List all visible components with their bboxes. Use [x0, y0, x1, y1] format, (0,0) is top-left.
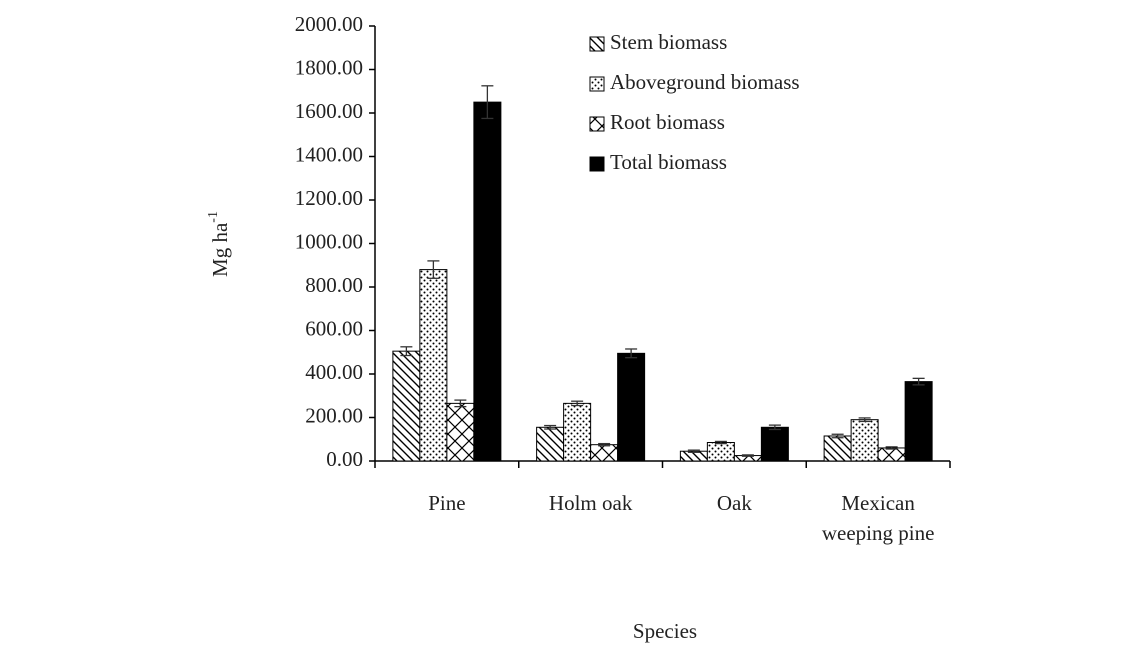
- bar: [850, 419, 879, 462]
- error-bar: [400, 346, 413, 357]
- bar: [446, 402, 475, 462]
- x-tick-label: Mexican weeping pine: [821, 491, 935, 545]
- bar: [877, 447, 906, 462]
- bar: [760, 426, 789, 462]
- error-bar: [481, 85, 494, 120]
- y-tick-label: 200.00: [305, 403, 363, 427]
- y-tick-label: 1800.00: [295, 55, 363, 79]
- error-bar: [714, 440, 727, 445]
- y-tick-label: 800.00: [305, 273, 363, 297]
- y-tick-label: 1000.00: [295, 229, 363, 253]
- x-tick-label: Oak: [716, 491, 752, 515]
- y-axis-title-main: Mg ha: [208, 222, 232, 277]
- y-tick-label: 600.00: [305, 316, 363, 340]
- x-tick-label: Holm oak: [548, 491, 633, 515]
- legend-label: Stem biomass: [610, 30, 727, 54]
- y-tick-label: 2000.00: [295, 12, 363, 36]
- bar: [419, 269, 448, 462]
- error-bar: [625, 348, 638, 359]
- error-bar: [571, 400, 584, 407]
- error-bar: [741, 454, 754, 457]
- legend-swatch: [589, 76, 605, 92]
- x-axis-title: Species: [633, 619, 697, 643]
- y-tick-label: 0.00: [326, 447, 363, 471]
- y-axis-title: Mg ha-1: [206, 211, 232, 277]
- y-tick-label: 400.00: [305, 360, 363, 384]
- error-bar: [427, 260, 440, 279]
- bar: [473, 101, 502, 462]
- error-bar: [912, 377, 925, 386]
- error-bar: [454, 399, 467, 408]
- legend-swatch: [589, 36, 605, 52]
- legend-swatch: [589, 116, 605, 132]
- error-bar: [831, 433, 844, 439]
- y-tick-label: 1200.00: [295, 186, 363, 210]
- bar: [590, 444, 619, 462]
- legend-swatch: [589, 156, 605, 172]
- bar: [823, 435, 852, 462]
- bar: [563, 402, 592, 462]
- x-tick-label: Pine: [428, 491, 466, 515]
- legend-label: Aboveground biomass: [610, 70, 800, 94]
- error-bar: [885, 446, 898, 450]
- legend-label: Root biomass: [610, 110, 725, 134]
- error-bar: [544, 424, 557, 430]
- bar: [904, 381, 933, 462]
- bar: [392, 350, 421, 462]
- error-bar: [768, 424, 781, 431]
- error-bar: [858, 417, 871, 423]
- legend-label: Total biomass: [610, 150, 727, 174]
- y-tick-label: 1600.00: [295, 99, 363, 123]
- bar: [706, 442, 735, 462]
- bar: [536, 426, 565, 462]
- bar: [617, 352, 646, 462]
- y-axis-title-sup: -1: [206, 211, 221, 223]
- y-tick-label: 1400.00: [295, 142, 363, 166]
- error-bar: [687, 449, 700, 453]
- error-bar: [598, 442, 611, 447]
